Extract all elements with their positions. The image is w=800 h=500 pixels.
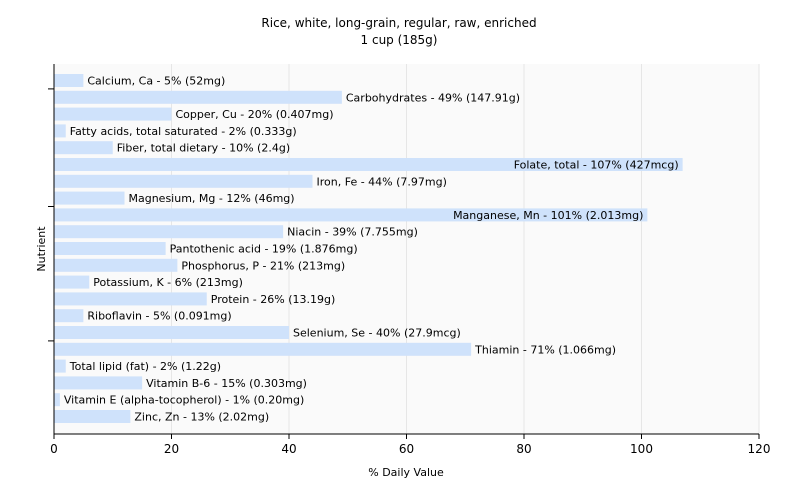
bar-label-4: Fiber, total dietary - 10% (2.4g) (117, 142, 290, 155)
bar-2 (54, 107, 172, 121)
bar-label-13: Protein - 26% (13.19g) (211, 293, 336, 306)
bar-label-1: Carbohydrates - 49% (147.91g) (346, 91, 520, 104)
bar-label-8: Manganese, Mn - 101% (2.013mg) (453, 209, 643, 222)
bar-label-3: Fatty acids, total saturated - 2% (0.333… (70, 125, 297, 138)
bar-17 (54, 359, 66, 373)
x-tick-label-80: 80 (516, 442, 531, 456)
bar-label-15: Selenium, Se - 40% (27.9mcg) (293, 327, 461, 340)
bar-label-0: Calcium, Ca - 5% (52mg) (87, 75, 225, 88)
chart-subtitle: 1 cup (185g) (361, 33, 438, 47)
bar-label-12: Potassium, K - 6% (213mg) (93, 276, 243, 289)
x-tick-label-60: 60 (399, 442, 414, 456)
bar-label-10: Pantothenic acid - 19% (1.876mg) (170, 243, 358, 256)
x-tick-label-40: 40 (281, 442, 296, 456)
bar-label-7: Magnesium, Mg - 12% (46mg) (129, 192, 295, 205)
bar-label-11: Phosphorus, P - 21% (213mg) (181, 259, 345, 272)
bar-label-17: Total lipid (fat) - 2% (1.22g) (69, 360, 221, 373)
bar-label-18: Vitamin B-6 - 15% (0.303mg) (146, 377, 307, 390)
bar-19 (54, 393, 60, 407)
bar-label-14: Riboflavin - 5% (0.091mg) (87, 310, 231, 323)
bar-14 (54, 309, 84, 323)
bar-1 (54, 90, 342, 104)
bar-label-20: Zinc, Zn - 13% (2.02mg) (134, 411, 269, 424)
bar-18 (54, 376, 143, 390)
bar-6 (54, 174, 313, 188)
x-tick-label-120: 120 (748, 442, 771, 456)
bar-16 (54, 342, 472, 356)
chart-title: Rice, white, long-grain, regular, raw, e… (261, 16, 536, 30)
y-axis-title: Nutrient (35, 226, 48, 272)
gridlines (171, 64, 760, 434)
bar-15 (54, 326, 289, 339)
x-axis-title: % Daily Value (368, 466, 444, 479)
bar-13 (54, 292, 207, 306)
bar-12 (54, 275, 90, 289)
bar-label-16: Thiamin - 71% (1.066mg) (474, 343, 616, 356)
bar-label-9: Niacin - 39% (7.755mg) (287, 226, 418, 239)
bar-label-5: Folate, total - 107% (427mcg) (514, 159, 679, 172)
bars (54, 74, 683, 423)
bar-label-2: Copper, Cu - 20% (0.407mg) (176, 108, 334, 121)
bar-3 (54, 124, 66, 138)
axes: 0 20 40 60 80 100 120 (48, 64, 770, 456)
bar-label-19: Vitamin E (alpha-tocopherol) - 1% (0.20m… (64, 394, 304, 407)
bar-4 (54, 141, 113, 155)
x-tick-label-0: 0 (50, 442, 58, 456)
bar-10 (54, 242, 166, 255)
bar-20 (54, 410, 131, 423)
x-tick-label-20: 20 (164, 442, 179, 456)
x-tick-label-100: 100 (630, 442, 653, 456)
bar-0 (54, 74, 84, 87)
bar-label-6: Iron, Fe - 44% (7.97mg) (317, 175, 447, 188)
bar-5 (54, 158, 683, 171)
bar-9 (54, 225, 284, 239)
bar-labels: Calcium, Ca - 5% (52mg) Carbohydrates - 4… (64, 75, 679, 424)
bar-7 (54, 191, 125, 205)
bar-8 (54, 208, 648, 222)
bar-11 (54, 258, 178, 272)
